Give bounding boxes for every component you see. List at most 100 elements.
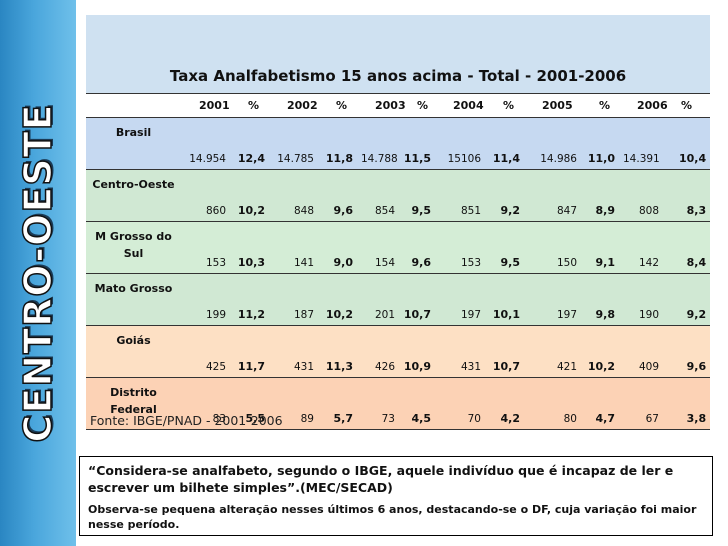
cell-value: 14.785 — [269, 117, 318, 170]
cell-percent: 9,0 — [318, 221, 357, 274]
observation-text: Observa-se pequena alteração nesses últi… — [88, 503, 697, 531]
cell-percent: 11,4 — [485, 117, 524, 170]
cell-value: 70 — [435, 377, 485, 430]
table-row: Brasil 14.954 12,4 14.785 11,8 14.788 11… — [86, 117, 711, 170]
table-row: Centro-Oeste 860 10,2 848 9,6 854 9,5 85… — [86, 169, 711, 222]
cell-percent: 12,4 — [230, 117, 269, 170]
cell-percent: 11,3 — [318, 325, 357, 378]
header-cell: % — [399, 93, 435, 118]
cell-percent: 3,8 — [663, 377, 711, 430]
cell-percent: 10,2 — [581, 325, 619, 378]
row-label: Brasil — [86, 117, 181, 170]
header-cell: 2003 — [357, 93, 406, 118]
header-cell: 2006 — [619, 93, 668, 118]
table-row: Mato Grosso 199 11,2 187 10,2 201 10,7 1… — [86, 273, 711, 326]
cell-percent: 9,5 — [399, 169, 435, 222]
definition-quote: “Considera-se analfabeto, segundo o IBGE… — [88, 463, 674, 495]
cell-percent: 10,9 — [399, 325, 435, 378]
cell-value: 14.788 — [357, 117, 399, 170]
cell-percent: 10,1 — [485, 273, 524, 326]
header-empty-cell — [86, 93, 181, 118]
row-label: Mato Grosso — [86, 273, 181, 326]
sidebar-title: CENTRO-OESTE — [15, 103, 61, 444]
cell-value: 199 — [181, 273, 230, 326]
table-title-row: Taxa Analfabetismo 15 anos acima - Total… — [86, 15, 711, 94]
cell-value: 150 — [524, 221, 581, 274]
cell-percent: 4,5 — [399, 377, 435, 430]
header-cell: % — [230, 93, 269, 118]
cell-value: 153 — [435, 221, 485, 274]
table-header-row: 2001 % 2002 % 2003 % 2004 % 2005 % 2006 … — [86, 93, 711, 118]
cell-percent: 11,2 — [230, 273, 269, 326]
cell-percent: 10,2 — [230, 169, 269, 222]
cell-value: 409 — [619, 325, 663, 378]
table-row: Goiás 425 11,7 431 11,3 426 10,9 431 10,… — [86, 325, 711, 378]
cell-percent: 11,5 — [399, 117, 435, 170]
cell-percent: 5,7 — [318, 377, 357, 430]
cell-value: 854 — [357, 169, 399, 222]
cell-percent: 9,1 — [581, 221, 619, 274]
cell-percent: 9,2 — [485, 169, 524, 222]
row-label: Goiás — [86, 325, 181, 378]
cell-percent: 8,4 — [663, 221, 711, 274]
cell-percent: 11,7 — [230, 325, 269, 378]
cell-value: 851 — [435, 169, 485, 222]
table-row: M Grosso do Sul 153 10,3 141 9,0 154 9,6… — [86, 221, 711, 274]
table-row: Distrito Federal 83 5,5 89 5,7 73 4,5 70… — [86, 377, 711, 430]
cell-percent: 11,8 — [318, 117, 357, 170]
cell-value: 187 — [269, 273, 318, 326]
cell-value: 14.391 — [619, 117, 663, 170]
cell-value: 83 — [181, 377, 230, 430]
cell-percent: 9,8 — [581, 273, 619, 326]
cell-percent: 9,6 — [399, 221, 435, 274]
header-cell: 2005 — [524, 93, 581, 118]
header-cell: % — [663, 93, 711, 118]
cell-value: 15106 — [435, 117, 485, 170]
cell-percent: 9,6 — [318, 169, 357, 222]
note-box: “Considera-se analfabeto, segundo o IBGE… — [79, 456, 713, 536]
cell-value: 201 — [357, 273, 399, 326]
cell-value: 425 — [181, 325, 230, 378]
cell-value: 431 — [435, 325, 485, 378]
cell-percent: 9,2 — [663, 273, 711, 326]
cell-percent: 8,9 — [581, 169, 619, 222]
cell-percent: 10,7 — [399, 273, 435, 326]
header-cell: 2002 — [269, 93, 318, 118]
sidebar: CENTRO-OESTE — [0, 0, 76, 546]
cell-value: 197 — [435, 273, 485, 326]
header-cell: % — [581, 93, 619, 118]
cell-value: 190 — [619, 273, 663, 326]
cell-value: 14.954 — [181, 117, 230, 170]
cell-value: 89 — [269, 377, 318, 430]
cell-value: 848 — [269, 169, 318, 222]
cell-value: 431 — [269, 325, 318, 378]
cell-percent: 10,2 — [318, 273, 357, 326]
row-label: Centro-Oeste — [86, 169, 181, 222]
row-label: Distrito Federal — [86, 377, 181, 430]
cell-percent: 11,0 — [581, 117, 619, 170]
row-label: M Grosso do Sul — [86, 221, 181, 274]
cell-value: 847 — [524, 169, 581, 222]
cell-value: 153 — [181, 221, 230, 274]
cell-value: 141 — [269, 221, 318, 274]
cell-value: 860 — [181, 169, 230, 222]
cell-percent: 10,3 — [230, 221, 269, 274]
cell-value: 67 — [619, 377, 663, 430]
cell-percent: 9,5 — [485, 221, 524, 274]
header-cell: 2001 — [181, 93, 230, 118]
cell-value: 14.986 — [524, 117, 581, 170]
cell-value: 73 — [357, 377, 399, 430]
cell-percent: 8,3 — [663, 169, 711, 222]
header-cell: % — [318, 93, 357, 118]
cell-percent: 10,4 — [663, 117, 711, 170]
source-caption: Fonte: IBGE/PNAD - 2001-2006 — [90, 413, 283, 428]
header-cell: % — [485, 93, 524, 118]
cell-value: 197 — [524, 273, 581, 326]
table-title: Taxa Analfabetismo 15 anos acima - Total… — [86, 15, 711, 94]
cell-percent: 5,5 — [230, 377, 269, 430]
cell-value: 154 — [357, 221, 399, 274]
cell-value: 808 — [619, 169, 663, 222]
cell-percent: 4,7 — [581, 377, 619, 430]
cell-value: 426 — [357, 325, 399, 378]
cell-percent: 4,2 — [485, 377, 524, 430]
